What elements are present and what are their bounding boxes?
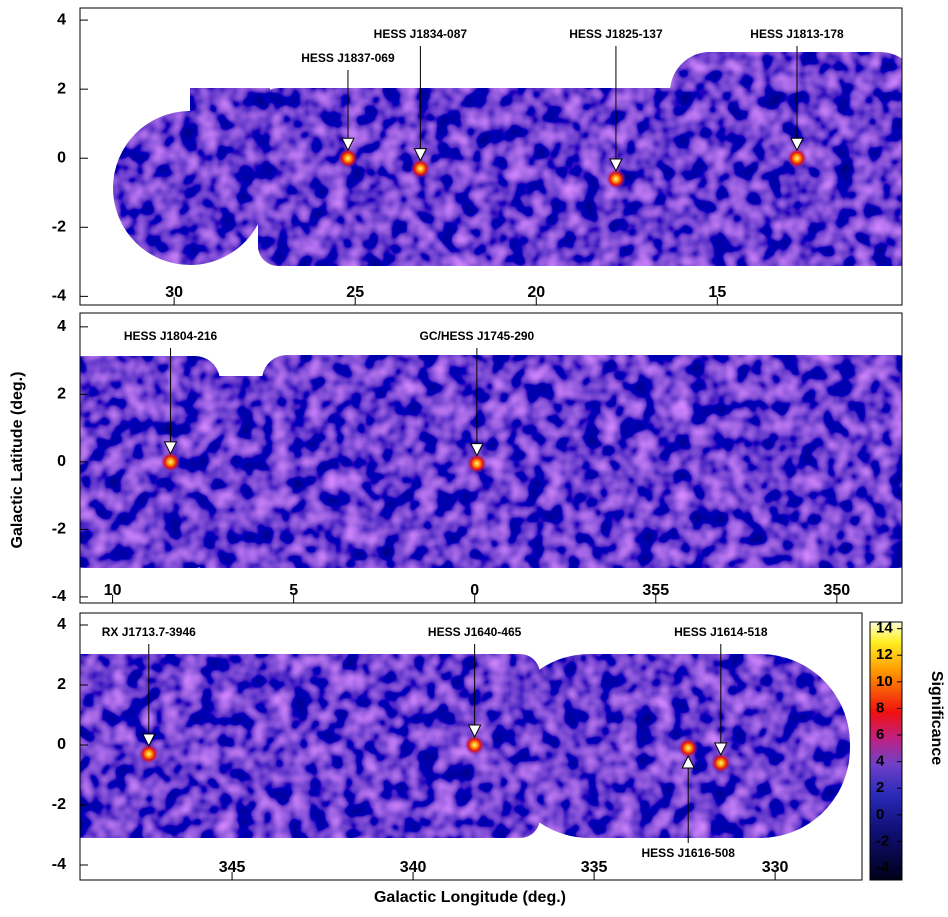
x-tick-label: 25	[346, 284, 364, 301]
x-tick-label: 350	[823, 582, 850, 599]
arrow-head	[790, 137, 804, 152]
arrow-head	[413, 148, 428, 162]
x-tick-label: 330	[762, 859, 789, 876]
y-tick-label: -4	[52, 588, 66, 605]
source-label: HESS J1614-518	[674, 625, 768, 639]
x-tick-label: 30	[165, 284, 183, 301]
y-tick-label: 4	[57, 11, 66, 28]
source-hotspot	[786, 148, 807, 169]
x-tick-label: 10	[104, 582, 122, 599]
y-tick-label: -2	[52, 796, 66, 813]
y-tick-label: 2	[57, 676, 66, 693]
source-label: HESS J1616-508	[642, 846, 736, 860]
source-label: HESS J1825-137	[569, 27, 663, 41]
colorbar-tick-label: 10	[876, 673, 893, 690]
y-tick-label: -2	[52, 219, 66, 236]
y-tick-label: -2	[52, 521, 66, 538]
source-label: HESS J1837-069	[301, 51, 395, 65]
source-hotspot	[410, 158, 431, 179]
y-tick-label: -4	[52, 856, 66, 873]
source-hotspot	[605, 168, 626, 189]
colorbar-tick-label: 2	[876, 779, 884, 796]
colorbar-tick-label: 12	[876, 646, 893, 663]
y-tick-label: 0	[57, 149, 66, 166]
source-hotspot	[464, 735, 485, 755]
plot-frame	[79, 612, 863, 881]
source-label: HESS J1813-178	[750, 27, 844, 41]
region	[80, 355, 902, 568]
colorbar-label: Significance	[928, 671, 945, 765]
arrow-head	[470, 443, 484, 457]
source-hotspot	[160, 451, 181, 472]
colorbar-tick-label: 14	[876, 620, 893, 637]
source-hotspot	[710, 753, 731, 773]
plot-frame	[79, 312, 903, 604]
region	[80, 654, 850, 838]
source-hotspot	[138, 744, 159, 764]
plot-frame	[79, 7, 903, 306]
arrow-head	[467, 724, 482, 739]
arrow-head	[713, 742, 728, 757]
source-label: HESS J1640-465	[428, 625, 522, 639]
colorbar-tick-label: 6	[876, 726, 884, 743]
x-tick-label: 340	[400, 859, 427, 876]
x-axis-label: Galactic Longitude (deg.)	[374, 889, 566, 906]
arrow-head	[141, 733, 156, 748]
source-label: HESS J1834-087	[374, 27, 468, 41]
arrow-head	[609, 158, 623, 173]
source-label: GC/HESS J1745-290	[420, 329, 535, 343]
arrow-head	[341, 137, 355, 152]
y-tick-label: 0	[57, 736, 66, 753]
x-tick-label: 345	[219, 859, 246, 876]
source-hotspot	[466, 453, 487, 474]
source-hotspot	[678, 738, 699, 758]
arrow-head	[681, 754, 696, 769]
colorbar-tick-label: 4	[876, 753, 885, 770]
x-tick-label: 5	[289, 582, 298, 599]
y-tick-label: -4	[52, 288, 66, 305]
x-tick-label: 0	[470, 582, 479, 599]
colorbar-tick-label: 8	[876, 699, 884, 716]
colorbar-tick-label: 0	[876, 806, 884, 823]
y-tick-label: 0	[57, 453, 66, 470]
region	[113, 52, 902, 266]
colorbar-tick-label: -2	[876, 832, 889, 849]
x-tick-label: 335	[581, 859, 608, 876]
source-label: HESS J1804-216	[124, 329, 218, 343]
y-axis-label: Galactic Latitude (deg.)	[9, 372, 26, 549]
y-tick-label: 4	[57, 318, 66, 335]
x-tick-label: 20	[527, 284, 545, 301]
source-label: RX J1713.7-3946	[102, 625, 196, 639]
arrow-head	[163, 441, 178, 456]
y-tick-label: 2	[57, 80, 66, 97]
x-tick-label: 15	[708, 284, 726, 301]
colorbar-tick-label: -4	[876, 859, 890, 876]
y-tick-label: 2	[57, 386, 66, 403]
x-tick-label: 355	[642, 582, 669, 599]
colorbar	[869, 621, 903, 881]
source-hotspot	[337, 148, 358, 169]
y-tick-label: 4	[57, 616, 66, 633]
